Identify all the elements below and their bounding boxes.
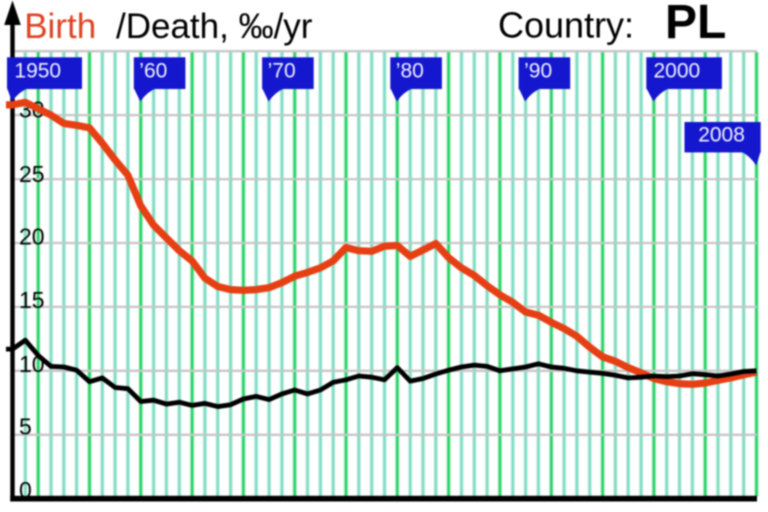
svg-text:1950: 1950 xyxy=(14,60,61,83)
svg-text:20: 20 xyxy=(19,224,45,250)
svg-text:’60: ’60 xyxy=(139,60,167,83)
svg-text:0: 0 xyxy=(19,477,32,503)
svg-text:Country:: Country: xyxy=(498,4,634,45)
svg-text:’70: ’70 xyxy=(268,60,296,83)
svg-text:5: 5 xyxy=(19,414,32,440)
svg-text:/Death, ‰/yr: /Death, ‰/yr xyxy=(116,7,313,46)
svg-text:PL: PL xyxy=(665,0,726,49)
svg-text:Birth: Birth xyxy=(24,7,96,46)
svg-text:2000: 2000 xyxy=(654,60,701,83)
svg-text:’80: ’80 xyxy=(396,60,424,83)
svg-text:25: 25 xyxy=(19,161,45,187)
svg-text:’90: ’90 xyxy=(524,60,552,83)
svg-text:2008: 2008 xyxy=(698,124,745,147)
svg-text:15: 15 xyxy=(19,287,45,313)
